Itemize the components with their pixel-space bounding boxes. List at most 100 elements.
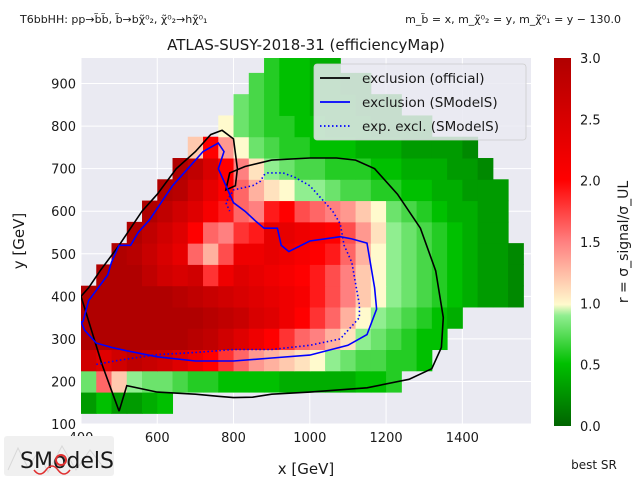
- heatmap-cell: [401, 264, 418, 287]
- heatmap-cell: [340, 221, 357, 244]
- heatmap-cell: [279, 94, 296, 116]
- heatmap-cell: [81, 349, 97, 372]
- heatmap-cell: [325, 264, 341, 287]
- legend-label: exp. excl. (SModelS): [362, 119, 499, 135]
- heatmap-cell: [416, 349, 433, 372]
- heatmap-cell: [309, 349, 326, 372]
- heatmap-cell: [340, 285, 357, 308]
- heatmap-cell: [325, 285, 341, 308]
- heatmap-cell: [355, 285, 372, 308]
- y-tick-label: 200: [51, 375, 76, 390]
- heatmap-cell: [187, 179, 204, 202]
- colorbar-tick-label: 2.0: [580, 175, 601, 190]
- heatmap-cell: [431, 200, 448, 223]
- heatmap-cell: [294, 200, 311, 223]
- y-axis-ticks: 100 200 300 400 500 600 700 800 900: [51, 78, 76, 433]
- heatmap-cell: [416, 328, 433, 351]
- y-tick-label: 600: [51, 205, 76, 220]
- heatmap-cell: [325, 221, 341, 244]
- heatmap-cell: [157, 328, 174, 351]
- y-tick-label: 300: [51, 333, 76, 348]
- heatmap-cell: [386, 221, 402, 244]
- y-tick-label: 100: [51, 418, 76, 433]
- heatmap-cell: [294, 328, 311, 351]
- heatmap-cell: [142, 328, 158, 351]
- heatmap-cell: [248, 285, 265, 308]
- x-tick-label: 1200: [370, 431, 403, 446]
- heatmap-cell: [248, 370, 265, 393]
- heatmap-cell: [248, 158, 265, 180]
- heatmap-cell: [340, 264, 357, 287]
- heatmap-cell: [264, 221, 280, 244]
- heatmap-cell: [203, 158, 219, 180]
- colorbar-tick-label: 0.5: [580, 359, 601, 374]
- heatmap-cell: [309, 179, 326, 202]
- heatmap-cell: [111, 370, 128, 393]
- heatmap-cell: [309, 370, 326, 393]
- heatmap-cell: [264, 115, 280, 138]
- x-tick-label: 1400: [446, 431, 479, 446]
- exclusion-curves: [81, 129, 445, 412]
- heatmap-cell: [431, 179, 448, 202]
- heatmap-cell: [340, 349, 357, 372]
- heatmap-cell: [142, 243, 158, 265]
- heatmap-cell: [325, 158, 341, 180]
- heatmap-cell: [142, 392, 158, 414]
- chart-title: ATLAS-SUSY-2018-31 (efficiencyMap): [167, 36, 445, 54]
- heatmap-cell: [370, 200, 387, 223]
- heatmap-cell: [157, 264, 174, 287]
- heatmap-cell: [203, 285, 219, 308]
- heatmap-cell: [233, 370, 250, 393]
- colorbar-tick-label: 1.0: [580, 297, 601, 312]
- heatmap-cell: [294, 136, 311, 159]
- heatmap-cell: [294, 370, 311, 393]
- heatmap-cell: [218, 264, 235, 287]
- heatmap-cell: [96, 349, 113, 372]
- heatmap-cell: [279, 158, 296, 180]
- heatmap-cell: [126, 349, 143, 372]
- heatmap-cell: [264, 136, 280, 159]
- heatmap-cell: [386, 243, 402, 265]
- heatmap-cell: [477, 243, 494, 265]
- heatmap-cell: [279, 306, 296, 329]
- heatmap-cell: [203, 264, 219, 287]
- heatmap-cell: [126, 221, 143, 244]
- x-tick-label: 800: [221, 431, 246, 446]
- heatmap-cell: [492, 221, 509, 244]
- heatmap-cell: [172, 370, 189, 393]
- heatmap-cell: [157, 285, 174, 308]
- curve-solid: [81, 129, 445, 412]
- heatmap-cell: [462, 221, 479, 244]
- heatmap-cell: [309, 200, 326, 223]
- heatmap-cell: [172, 221, 189, 244]
- heatmap-cell: [218, 115, 235, 138]
- heatmap-cell: [172, 285, 189, 308]
- heatmap-cell: [218, 243, 235, 265]
- heatmap-cell: [462, 136, 479, 159]
- heatmap-cell: [416, 136, 433, 159]
- heatmap-cell: [126, 306, 143, 329]
- heatmap-cell: [355, 306, 372, 329]
- heatmap-cell: [248, 306, 265, 329]
- colorbar-label: r = σ_signal/σ_UL: [616, 181, 632, 304]
- heatmap-cell: [492, 243, 509, 265]
- smodels-logo: SModelS: [4, 436, 114, 476]
- heatmap-cell: [370, 370, 387, 393]
- heatmap-cell: [386, 264, 402, 287]
- heatmap-cell: [340, 306, 357, 329]
- heatmap-cell: [187, 136, 204, 159]
- heatmap-cell: [248, 72, 265, 95]
- heatmap-cell: [264, 179, 280, 202]
- heatmap-cell: [248, 264, 265, 287]
- heatmap-cell: [340, 200, 357, 223]
- heatmap-cell: [264, 370, 280, 393]
- heatmap-cell: [187, 221, 204, 244]
- heatmap-cell: [386, 200, 402, 223]
- heatmap-cell: [386, 349, 402, 372]
- y-tick-label: 500: [51, 248, 76, 263]
- heatmap-cell: [157, 392, 174, 414]
- heatmap-cell: [218, 285, 235, 308]
- heatmap-cell: [447, 136, 463, 159]
- heatmap-cell: [401, 221, 418, 244]
